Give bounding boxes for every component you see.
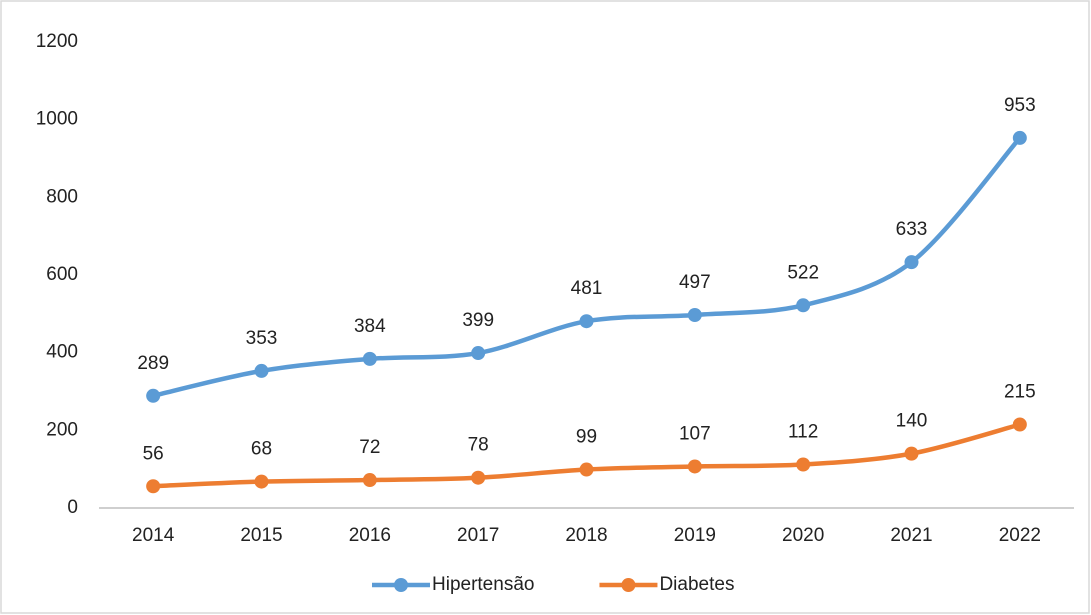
x-tick-label: 2016: [349, 525, 391, 546]
data-label: 112: [788, 422, 818, 443]
legend-marker: [621, 578, 636, 592]
data-label: 353: [246, 328, 278, 349]
data-point: [687, 307, 702, 322]
x-tick-label: 2022: [999, 525, 1041, 546]
data-point: [904, 446, 919, 461]
data-point: [146, 479, 161, 494]
x-tick-label: 2018: [565, 525, 607, 546]
x-tick-label: 2014: [132, 525, 175, 546]
data-point: [362, 473, 377, 488]
data-label: 78: [468, 435, 489, 456]
data-point: [254, 363, 269, 378]
y-tick-label: 400: [46, 342, 78, 363]
legend-marker: [394, 578, 408, 592]
data-label: 107: [679, 423, 711, 444]
y-tick-label: 200: [46, 419, 78, 440]
x-tick-label: 2021: [890, 525, 932, 546]
data-label: 399: [462, 310, 494, 331]
data-label: 289: [137, 353, 169, 374]
y-tick-label: 1200: [36, 31, 78, 52]
data-label: 497: [679, 272, 711, 293]
legend-label: Diabetes: [659, 574, 734, 595]
data-label: 68: [251, 439, 272, 460]
data-point: [796, 457, 811, 472]
data-label: 215: [1004, 382, 1036, 403]
data-label: 72: [359, 437, 380, 458]
data-label: 99: [576, 427, 597, 448]
data-point: [796, 298, 811, 313]
data-label: 384: [354, 316, 386, 337]
data-point: [471, 470, 486, 485]
data-point: [904, 255, 919, 270]
data-label: 56: [143, 443, 164, 464]
data-label: 522: [787, 262, 819, 283]
data-label: 633: [896, 219, 928, 240]
data-point: [687, 459, 702, 474]
y-tick-label: 1000: [36, 109, 78, 130]
y-tick-label: 0: [67, 497, 78, 518]
data-point: [1012, 130, 1027, 145]
data-point: [254, 474, 269, 489]
x-tick-label: 2020: [782, 525, 824, 546]
data-point: [579, 314, 594, 329]
data-point: [1012, 417, 1027, 432]
data-point: [579, 462, 594, 477]
data-point: [471, 346, 486, 361]
data-label: 953: [1004, 95, 1036, 116]
y-tick-label: 600: [46, 264, 78, 285]
data-label: 481: [571, 278, 603, 299]
x-tick-label: 2019: [674, 525, 716, 546]
x-tick-label: 2017: [457, 525, 499, 546]
legend-label: Hipertensão: [432, 574, 534, 595]
data-point: [146, 388, 161, 403]
x-tick-label: 2015: [240, 525, 282, 546]
data-label: 140: [896, 411, 928, 432]
data-point: [362, 351, 377, 366]
y-tick-label: 800: [46, 186, 78, 207]
